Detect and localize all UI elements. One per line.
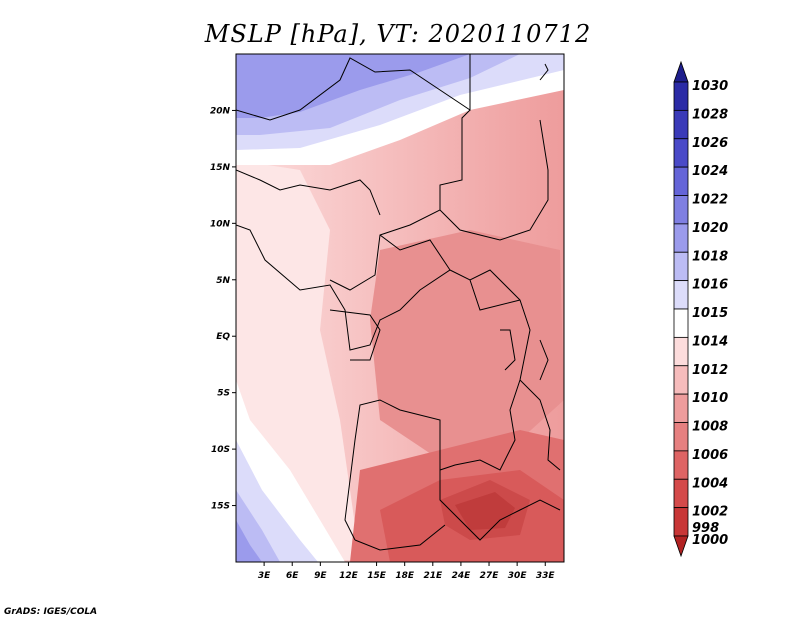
pressure-north-1020: [236, 54, 470, 118]
colorbar-label: 1030: [692, 79, 728, 94]
colorbar-label: 1004: [692, 476, 728, 491]
colorbar-swatch: [673, 195, 689, 225]
colorbar-swatch: [673, 60, 689, 83]
map-frame: [235, 53, 565, 563]
colorbar-label: 1012: [692, 363, 728, 378]
colorbar-label: 1014: [692, 334, 728, 349]
colorbar-swatch: [673, 450, 689, 480]
lon-tick-label: 33E: [536, 571, 556, 581]
colorbar-label: 1020: [692, 221, 728, 236]
lat-tick-label: 15S: [211, 502, 230, 512]
lat-tick-label: 5N: [216, 276, 230, 286]
lon-tick-label: 18E: [395, 571, 415, 581]
lat-tick-label: 10S: [211, 445, 230, 455]
lon-tick-label: 6E: [286, 571, 299, 581]
lon-tick-label: 27E: [480, 571, 500, 581]
colorbar-label: 1016: [692, 278, 728, 293]
colorbar-label: 1022: [692, 193, 728, 208]
colorbar-swatch: [673, 308, 689, 338]
pressure-1008-region: [370, 230, 564, 460]
lon-tick-label: 30E: [508, 571, 528, 581]
colorbar-label: 1000: [692, 533, 728, 548]
colorbar-swatch: [673, 166, 689, 196]
political-borders: [236, 54, 561, 551]
pressure-1020-region: [236, 520, 262, 562]
colorbar-swatch: [673, 336, 689, 367]
lat-tick-label: EQ: [216, 332, 230, 342]
lat-tick-label: 15N: [210, 163, 231, 173]
colorbar-swatch: [673, 365, 689, 395]
lon-tick-label: 9E: [314, 571, 327, 581]
colorbar-swatch: [673, 223, 689, 253]
grads-credit: GrADS: IGES/COLA: [4, 607, 97, 617]
colorbar-swatch: [673, 81, 689, 111]
longitude-axis: 3E 6E 9E 12E 15E 18E 21E 24E 27E 30E 33E: [258, 562, 556, 581]
lon-tick-label: 3E: [258, 571, 271, 581]
latitude-axis: 20N 15N 10N 5N EQ 5S 10S 15S: [210, 106, 236, 512]
colorbar-swatch: [673, 422, 689, 452]
lon-tick-label: 21E: [423, 571, 443, 581]
lat-tick-label: 20N: [210, 106, 231, 116]
colorbar-label: 1010: [692, 391, 728, 406]
lat-tick-label: 10N: [210, 219, 231, 229]
colorbar-label: 1006: [692, 448, 728, 463]
colorbar-swatch: [673, 478, 689, 509]
lon-tick-label: 15E: [367, 571, 387, 581]
lon-tick-label: 24E: [452, 571, 472, 581]
colorbar-label: 1024: [692, 164, 728, 179]
colorbar-swatch: [673, 280, 689, 310]
colorbar-swatch: [673, 535, 689, 558]
lat-tick-label: 5S: [217, 389, 230, 399]
colorbar-swatch: [673, 507, 689, 537]
colorbar-label: 998: [692, 521, 719, 536]
colorbar-swatch: [673, 138, 689, 168]
colorbar-swatch: [673, 109, 689, 140]
colorbar-label: 1026: [692, 136, 728, 151]
colorbar-label: 1015: [692, 306, 728, 321]
pressure-1014-region: [236, 380, 345, 562]
colorbar-label: 1002: [692, 505, 728, 520]
colorbar-label: 1008: [692, 420, 728, 435]
colorbar: 1030 1028 1026 1024 1022 1020 1018 1016 1015 1014…: [673, 60, 728, 558]
colorbar-swatch: [673, 251, 689, 282]
map-panel: [236, 54, 564, 562]
colorbar-swatch: [673, 393, 689, 423]
colorbar-label: 1018: [692, 249, 728, 264]
colorbar-label: 1028: [692, 107, 728, 122]
lon-tick-label: 12E: [339, 571, 359, 581]
figure-title: MSLP [hPa], VT: 2020110712: [204, 20, 591, 48]
